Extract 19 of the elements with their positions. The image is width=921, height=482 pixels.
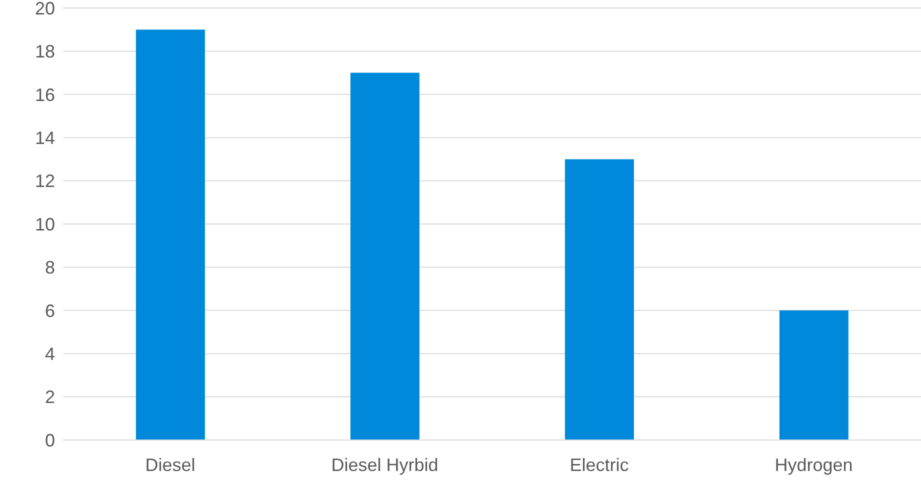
y-tick-label: 20 <box>34 0 55 18</box>
y-tick-label: 10 <box>34 214 55 234</box>
y-tick-label: 18 <box>34 42 55 62</box>
y-tick-label: 0 <box>44 430 55 450</box>
y-tick-label: 2 <box>44 387 55 408</box>
bar <box>779 310 848 440</box>
bar <box>564 159 634 440</box>
y-tick-label: 16 <box>34 84 55 105</box>
x-tick-label: Diesel Hyrbid <box>331 454 438 475</box>
y-tick-label: 14 <box>34 128 55 148</box>
y-tick-label: 12 <box>34 171 55 192</box>
x-tick-label: Electric <box>570 454 629 475</box>
bar <box>350 72 420 440</box>
bar <box>136 30 205 440</box>
x-tick-label: Diesel <box>145 454 196 475</box>
x-tick-label: Hydrogen <box>774 454 853 475</box>
y-tick-label: 4 <box>44 344 55 364</box>
y-tick-label: 6 <box>44 300 55 321</box>
y-tick-label: 8 <box>44 258 55 278</box>
